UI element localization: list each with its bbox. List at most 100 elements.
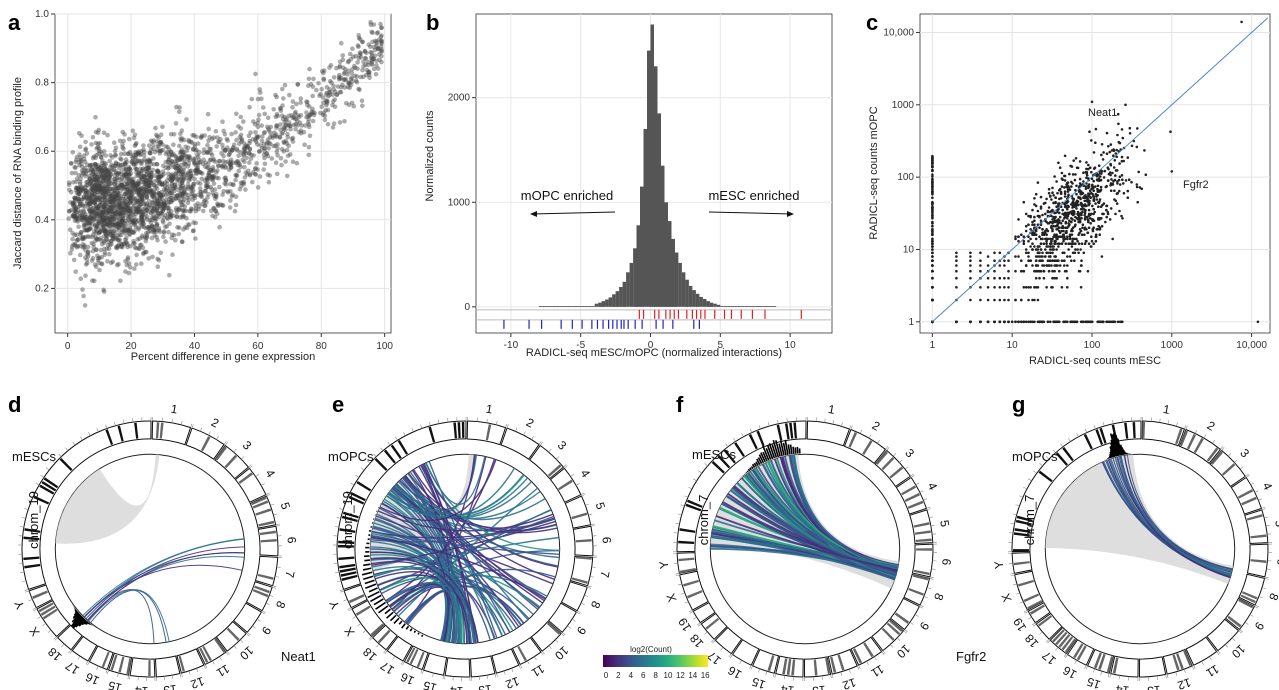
scatter-point [1046,229,1050,233]
scatter-point [103,229,108,234]
scatter-point [127,226,133,232]
scatter-point [130,212,135,218]
scatter-point [122,204,128,209]
scatter-point [353,65,358,71]
scatter-point [931,264,934,267]
scatter-point [275,146,280,151]
scatter-point [1007,286,1010,289]
scatter-point [360,103,365,109]
scatter-point [99,212,104,217]
scatter-point [124,174,129,179]
x-tick-label: 100 [1084,340,1101,351]
scatter-point [147,150,153,156]
histogram-bar [650,24,654,307]
chromosome-label: 16 [398,670,416,688]
scatter-point [1076,239,1079,243]
chromosome-tick [334,526,339,528]
scatter-point [112,205,118,210]
scatter-point [213,208,218,213]
scatter-point [102,160,107,166]
scatter-point [171,142,176,147]
scatter-point [174,104,179,110]
chromosome-label: 19 [675,615,694,634]
scatter-point [993,286,996,289]
scatter-point [1003,286,1006,289]
scatter-point [181,177,186,182]
scatter-point [71,214,76,219]
scatter-point [85,179,90,185]
scatter-point [305,99,310,105]
scatter-point [1033,286,1036,289]
scatter-point [94,173,99,178]
scatter-point [142,179,147,185]
scatter-point [125,204,130,210]
scatter-point [125,214,131,220]
scatter-point [243,150,249,156]
scatter-point [1063,264,1066,267]
chromosome-tick [429,421,431,426]
scatter-point [180,194,186,199]
scatter-point [183,208,189,214]
chromosome-tick [171,675,174,680]
scatter-point [108,193,113,199]
scatter-point [95,177,100,182]
scatter-point [129,198,134,203]
scatter-point [188,139,194,145]
scatter-point [140,192,146,198]
scatter-point [998,276,1002,280]
scatter-point [116,228,122,233]
scatter-point [155,256,160,262]
histogram-bar [741,306,745,307]
scatter-point [169,190,175,195]
histogram-bar [598,302,602,307]
scatter-point [1080,233,1084,236]
scatter-point [98,149,103,154]
scatter-point [158,250,164,256]
scatter-point [1033,269,1036,273]
chromosome-tick [772,673,775,678]
scatter-point [205,142,210,148]
scatter-point [108,193,113,198]
scatter-point [90,248,96,254]
scatter-point [188,173,194,179]
scatter-point [105,259,110,264]
scatter-point [100,218,106,223]
scatter-point [164,178,170,183]
scatter-point [93,247,99,252]
scatter-point [1060,171,1064,175]
scatter-point [206,176,211,181]
scatter-point [1082,180,1085,183]
scatter-point [175,167,180,172]
scatter-point [955,286,958,289]
scatter-point [102,252,108,257]
scatter-point [365,59,371,65]
scatter-point [1070,245,1074,248]
chromosome-label: 9 [258,624,273,638]
scatter-point [87,207,92,213]
scatter-point [146,166,152,171]
scatter-point [128,193,134,198]
scatter-point [154,183,159,189]
scatter-point [67,187,72,193]
chromosome-tick [233,448,237,453]
scatter-point [195,167,200,172]
scatter-point [71,257,77,263]
scatter-point [132,222,138,227]
scatter-point [261,167,267,172]
scatter-point [182,160,187,165]
scatter-point [1118,162,1121,165]
scatter-point [238,164,243,170]
scatter-point [117,225,122,230]
scatter-point [220,203,226,208]
chromosome-tick [824,418,826,423]
scatter-point [80,186,85,191]
scatter-point [178,151,183,156]
scatter-point [270,135,276,141]
scatter-point [149,190,154,196]
scatter-point [1079,197,1082,201]
histogram-bar [549,306,553,307]
scatter-point [278,127,283,132]
scatter-point [130,196,136,201]
scatter-point [228,189,233,194]
chromosome-tick [518,665,521,669]
